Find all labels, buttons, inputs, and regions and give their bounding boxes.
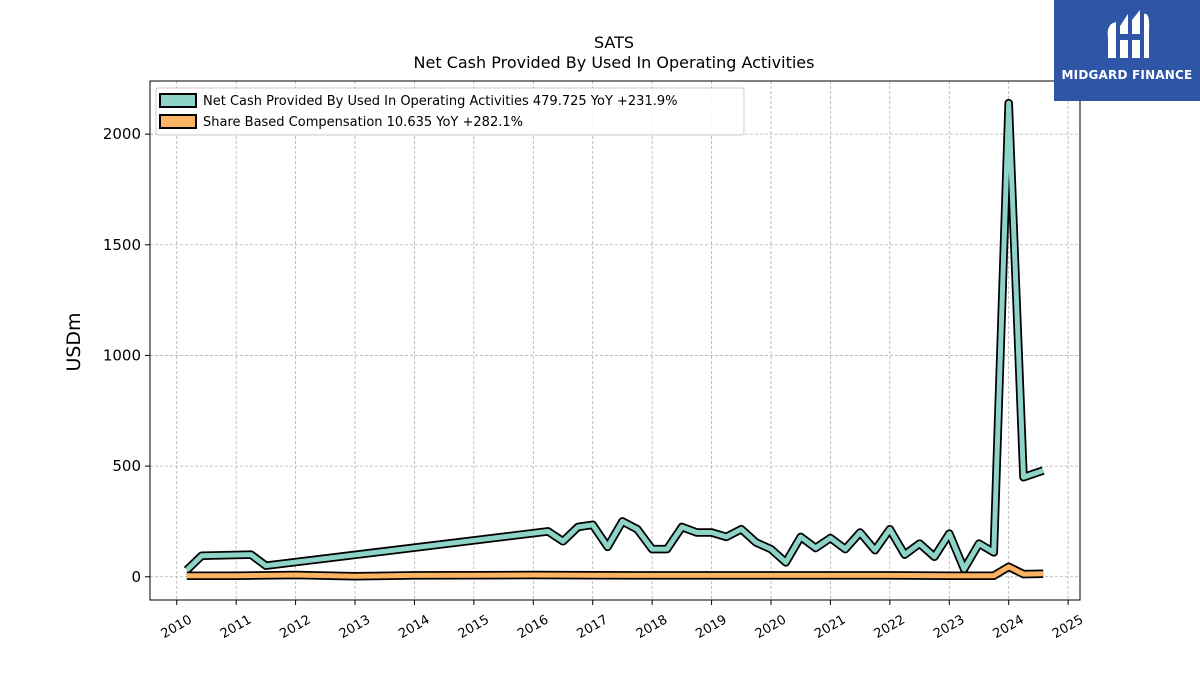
- x-tick-label: 2011: [218, 612, 254, 642]
- x-tick-label: 2019: [693, 612, 729, 642]
- x-tick-label: 2017: [575, 612, 611, 642]
- series-outline-0: [183, 98, 1045, 574]
- plot-frame: [149, 80, 1081, 601]
- x-tick-label: 2022: [872, 612, 908, 642]
- y-tick-label: 1000: [103, 346, 141, 364]
- x-tick-label: 2018: [634, 612, 670, 642]
- y-tick-label: 500: [112, 457, 141, 475]
- series-layer: [183, 98, 1045, 581]
- x-tick-label: 2025: [1050, 612, 1086, 642]
- midgard-finance-logo: MIDGARD FINANCE: [1054, 0, 1200, 101]
- chart-title: SATS: [594, 33, 634, 52]
- legend-label-ocf: Net Cash Provided By Used In Operating A…: [203, 94, 677, 109]
- x-tick-label: 2020: [753, 612, 789, 642]
- legend-swatch-ocf: [159, 93, 197, 108]
- x-tick-label: 2016: [515, 612, 551, 642]
- x-tick-label: 2015: [456, 612, 492, 642]
- x-tick-label: 2014: [396, 612, 432, 642]
- y-axis: 0 500 1000 1500 2000: [103, 125, 150, 586]
- series-line-0: [185, 100, 1045, 572]
- x-tick-label: 2012: [277, 612, 313, 642]
- x-tick-label: 2023: [931, 612, 967, 642]
- x-axis: 2010 2011 2012 2013 2014 2015 2016 2017 2018 2019…: [159, 600, 1086, 642]
- legend: Net Cash Provided By Used In Operating A…: [155, 87, 745, 136]
- x-tick-label: 2024: [991, 612, 1027, 642]
- legend-swatch-sbc: [159, 114, 197, 129]
- grid: [150, 81, 1080, 600]
- chart-subtitle: Net Cash Provided By Used In Operating A…: [414, 53, 815, 72]
- midgard-logo-icon: [1107, 10, 1150, 59]
- y-axis-label: USDm: [63, 312, 85, 371]
- x-tick-label: 2021: [812, 612, 848, 642]
- x-tick-label: 2013: [337, 612, 373, 642]
- series-line-1: [186, 564, 1044, 579]
- y-tick-label: 0: [131, 568, 141, 586]
- y-tick-label: 2000: [103, 125, 141, 143]
- legend-label-sbc: Share Based Compensation 10.635 YoY +282…: [203, 115, 523, 130]
- x-tick-label: 2010: [159, 612, 195, 642]
- logo-text: MIDGARD FINANCE: [1061, 68, 1193, 82]
- y-tick-label: 1500: [103, 236, 141, 254]
- legend-box: [155, 87, 745, 136]
